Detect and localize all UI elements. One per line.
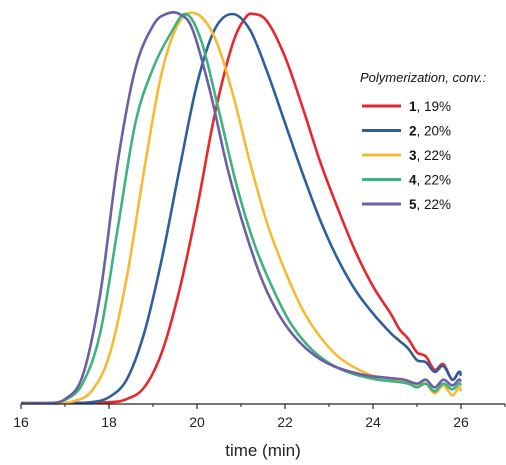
legend-title: Polymerization, conv.: (360, 70, 487, 85)
series-line-5 (20, 11, 463, 405)
x-tick-label: 22 (277, 414, 293, 430)
x-tick-label: 24 (365, 414, 381, 430)
legend-label: 2, 20% (409, 124, 451, 139)
x-axis-title: time (min) (225, 441, 301, 460)
legend-label: 3, 22% (409, 148, 451, 163)
x-tick-label: 16 (13, 414, 29, 430)
x-tick-label: 20 (189, 414, 205, 430)
legend: Polymerization, conv.: 1, 19% 2, 20% 3, 22… (360, 70, 487, 212)
series-line-4 (20, 12, 463, 405)
legend-items: 1, 19% 2, 20% 3, 22% 4, 22% 5, 22% (362, 99, 451, 212)
x-tick-label: 26 (453, 414, 469, 430)
legend-item-4: 4, 22% (362, 173, 451, 188)
x-tick-label: 18 (101, 414, 117, 430)
legend-item-1: 1, 19% (362, 99, 451, 114)
legend-item-3: 3, 22% (362, 148, 451, 163)
series-layer (20, 11, 463, 405)
legend-label: 1, 19% (409, 99, 451, 114)
legend-item-5: 5, 22% (362, 197, 451, 212)
legend-label: 4, 22% (409, 173, 451, 188)
x-ticks: 16 18 20 22 24 26 (13, 404, 506, 430)
series-line-2 (20, 12, 463, 405)
legend-label: 5, 22% (409, 197, 451, 212)
series-line-1 (20, 12, 463, 405)
legend-item-2: 2, 20% (362, 124, 451, 139)
